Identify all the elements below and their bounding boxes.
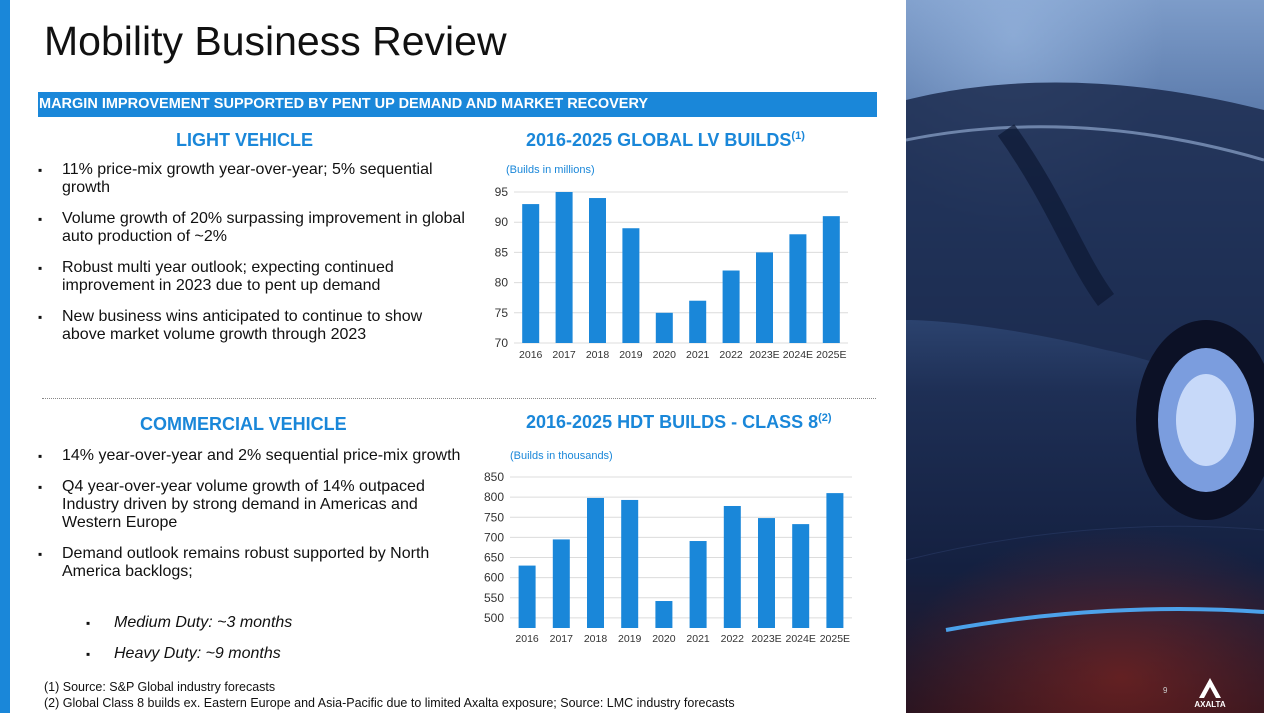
bar-2023E	[756, 252, 773, 343]
lv-chart-title-text: 2016-2025 GLOBAL LV BUILDS	[526, 130, 792, 150]
backlog-sub-bullets: Medium Duty: ~3 months Heavy Duty: ~9 mo…	[86, 614, 446, 676]
x-tick-label: 2021	[686, 633, 710, 645]
x-tick-label: 2018	[584, 633, 608, 645]
bar-2022	[723, 505, 741, 628]
footnote-2: (2) Global Class 8 builds ex. Eastern Eu…	[44, 696, 735, 710]
left-accent-bar	[0, 0, 10, 713]
bar-2018	[587, 497, 604, 628]
x-tick-label: 2019	[619, 349, 643, 361]
list-item: Q4 year-over-year volume growth of 14% o…	[38, 478, 468, 532]
bar-2020	[655, 601, 673, 628]
bar-2020	[655, 312, 673, 343]
bar-2016	[522, 204, 540, 343]
bar-2019	[621, 499, 639, 628]
y-tick-label: 750	[484, 510, 504, 524]
x-tick-label: 2024E	[783, 349, 813, 361]
y-tick-label: 70	[495, 336, 509, 350]
list-item: Medium Duty: ~3 months	[86, 614, 446, 632]
list-item: 14% year-over-year and 2% sequential pri…	[38, 447, 468, 465]
x-tick-label: 2020	[653, 349, 677, 361]
x-tick-label: 2023E	[749, 349, 779, 361]
bar-2022	[722, 270, 740, 343]
x-tick-label: 2023E	[751, 633, 781, 645]
lv-chart-unit: (Builds in millions)	[506, 164, 595, 176]
hdt-chart-title-text: 2016-2025 HDT BUILDS - CLASS 8	[526, 412, 819, 432]
hdt-builds-chart: 500 550 600 650 700 750 800 850 2016 2017 2018 2019…	[484, 470, 852, 645]
light-vehicle-bullets: 11% price-mix growth year-over-year; 5% …	[38, 161, 468, 357]
bar-2017	[555, 192, 573, 343]
bar-2021	[689, 300, 707, 343]
x-tick-label: 2025E	[816, 349, 846, 361]
x-tick-label: 2017	[552, 349, 576, 361]
commercial-vehicle-heading: COMMERCIAL VEHICLE	[140, 414, 347, 434]
lv-chart-title: 2016-2025 GLOBAL LV BUILDS(1)	[526, 130, 805, 151]
list-item: Heavy Duty: ~9 months	[86, 645, 446, 663]
x-tick-label: 2017	[550, 633, 574, 645]
hdt-chart-title: 2016-2025 HDT BUILDS - CLASS 8(2)	[526, 412, 832, 433]
y-tick-label: 75	[495, 306, 509, 320]
x-tick-label: 2022	[721, 633, 745, 645]
bar-2024E	[792, 524, 810, 628]
list-item: Volume growth of 20% surpassing improvem…	[38, 210, 468, 246]
car-illustration	[906, 82, 1264, 632]
y-tick-label: 850	[484, 470, 504, 484]
bar-2017	[552, 539, 570, 628]
light-vehicle-heading: LIGHT VEHICLE	[176, 130, 314, 150]
page-number: 9	[1163, 686, 1168, 695]
y-tick-label: 500	[484, 611, 504, 625]
x-tick-label: 2019	[618, 633, 642, 645]
section-divider	[42, 398, 876, 399]
y-tick-label: 800	[484, 490, 504, 504]
y-tick-label: 80	[495, 276, 509, 290]
y-tick-label: 90	[495, 215, 509, 229]
y-tick-label: 700	[484, 530, 504, 544]
list-item: 11% price-mix growth year-over-year; 5% …	[38, 161, 468, 197]
y-tick-label: 85	[495, 245, 509, 259]
y-tick-label: 550	[484, 591, 504, 605]
section-banner: MARGIN IMPROVEMENT SUPPORTED BY PENT UP …	[38, 92, 877, 117]
x-tick-label: 2022	[719, 349, 743, 361]
y-tick-label: 95	[495, 185, 509, 199]
bar-2025E	[822, 216, 840, 343]
axalta-logo: AXALTA	[1194, 678, 1226, 708]
bar-2019	[622, 228, 640, 343]
hdt-chart-title-sup: (2)	[818, 412, 832, 424]
list-item: New business wins anticipated to continu…	[38, 308, 468, 344]
bar-2016	[518, 565, 536, 628]
y-tick-label: 600	[484, 571, 504, 585]
axalta-logo-mark	[1199, 678, 1221, 698]
bar-2018	[589, 198, 606, 343]
footnote-1: (1) Source: S&P Global industry forecast…	[44, 680, 276, 694]
hdt-chart-unit: (Builds in thousands)	[510, 450, 613, 462]
lv-chart-title-sup: (1)	[791, 130, 805, 142]
x-tick-label: 2020	[652, 633, 676, 645]
bar-2021	[689, 541, 707, 628]
commercial-vehicle-bullets: 14% year-over-year and 2% sequential pri…	[38, 447, 468, 594]
axalta-logo-text: AXALTA	[1194, 700, 1225, 708]
list-item: Demand outlook remains robust supported …	[38, 545, 468, 581]
x-tick-label: 2024E	[786, 633, 816, 645]
bar-2024E	[789, 234, 807, 343]
page-title: Mobility Business Review	[44, 18, 507, 64]
x-tick-label: 2025E	[820, 633, 850, 645]
bar-2023E	[758, 518, 775, 628]
x-tick-label: 2016	[515, 633, 539, 645]
bar-2025E	[826, 493, 844, 628]
y-tick-label: 650	[484, 551, 504, 565]
car-photo	[906, 0, 1264, 713]
lv-builds-chart: 70 75 80 85 90 95 2016 2017 2018 2019 2020 2021 2022…	[495, 185, 848, 361]
list-item: Robust multi year outlook; expecting con…	[38, 259, 468, 295]
x-tick-label: 2021	[686, 349, 710, 361]
x-tick-label: 2018	[586, 349, 610, 361]
x-tick-label: 2016	[519, 349, 543, 361]
